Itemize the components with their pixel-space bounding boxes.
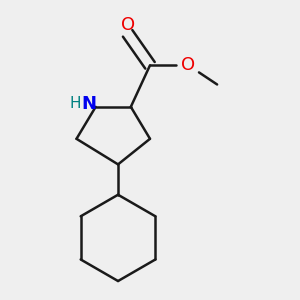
Text: N: N — [81, 95, 96, 113]
Text: O: O — [181, 56, 195, 74]
Text: H: H — [69, 96, 81, 111]
Text: O: O — [121, 16, 135, 34]
